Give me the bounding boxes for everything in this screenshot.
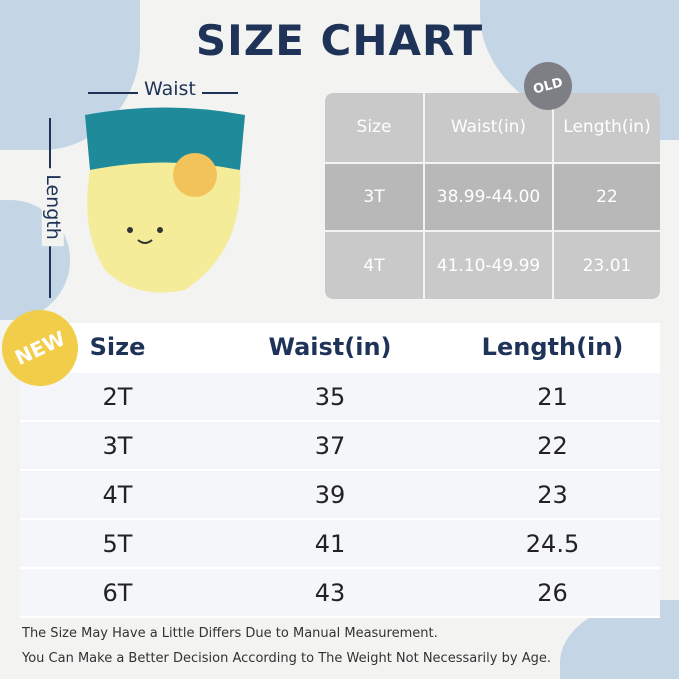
note-line-2: You Can Make a Better Decision According… xyxy=(22,651,551,666)
waist-label: Waist xyxy=(138,78,202,100)
new-table-header: Size Waist(in) Length(in) xyxy=(20,323,660,373)
page-title: SIZE CHART xyxy=(195,16,484,65)
header-length: Length(in) xyxy=(552,93,660,162)
cell-length: 21 xyxy=(537,382,568,411)
note-line-1: The Size May Have a Little Differs Due t… xyxy=(22,626,438,641)
old-size-table: Size Waist(in) Length(in) 3T 38.99-44.00… xyxy=(325,93,660,299)
header-length: Length(in) xyxy=(481,333,624,361)
cell-size: 3T xyxy=(363,186,385,207)
new-size-table: Size Waist(in) Length(in) 2T 35 21 3T 37 22 … xyxy=(20,323,660,618)
table-row: 3T 38.99-44.00 22 xyxy=(325,161,660,231)
table-row: 5T 41 24.5 xyxy=(20,520,660,569)
header-waist: Waist(in) xyxy=(423,93,552,162)
table-row: 6T 43 26 xyxy=(20,569,660,618)
cell-waist: 43 xyxy=(314,578,346,607)
header-waist: Waist(in) xyxy=(268,333,392,361)
cell-size: 5T xyxy=(102,529,133,558)
cell-length: 22 xyxy=(537,431,568,460)
cell-size: 3T xyxy=(102,431,133,460)
header-size: Size xyxy=(89,333,146,361)
table-row: 3T 37 22 xyxy=(20,422,660,471)
table-row: 4T 41.10-49.99 23.01 xyxy=(325,230,660,299)
underwear-illustration xyxy=(85,107,245,293)
cell-length: 22 xyxy=(552,163,660,231)
cell-waist: 41 xyxy=(314,529,346,558)
header-size: Size xyxy=(356,117,392,138)
cell-size: 6T xyxy=(102,578,133,607)
cell-length: 23.01 xyxy=(552,232,660,299)
cell-length: 24.5 xyxy=(525,529,580,558)
cell-length: 26 xyxy=(537,578,568,607)
cell-size: 4T xyxy=(102,480,133,509)
cell-waist: 41.10-49.99 xyxy=(423,232,552,299)
cell-waist: 35 xyxy=(314,382,346,411)
cell-waist: 37 xyxy=(314,431,346,460)
cell-length: 23 xyxy=(537,480,568,509)
length-label: Length xyxy=(41,168,64,246)
cell-size: 2T xyxy=(102,382,133,411)
cell-waist: 39 xyxy=(314,480,346,509)
table-row: 2T 35 21 xyxy=(20,373,660,422)
cell-size: 4T xyxy=(363,255,385,276)
old-table-header: Size Waist(in) Length(in) xyxy=(325,93,660,162)
cell-waist: 38.99-44.00 xyxy=(423,163,552,231)
table-row: 4T 39 23 xyxy=(20,471,660,520)
